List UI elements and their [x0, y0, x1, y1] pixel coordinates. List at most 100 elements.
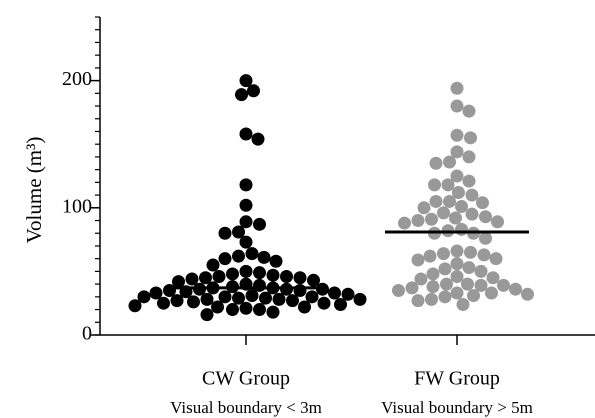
data-point	[251, 132, 265, 146]
data-point	[425, 212, 438, 226]
data-point	[476, 196, 489, 210]
data-point	[280, 269, 293, 283]
data-point	[239, 74, 253, 88]
data-point	[218, 226, 232, 240]
data-point	[464, 245, 477, 259]
data-point	[398, 216, 411, 230]
x-subtitle: Visual boundary < 3m	[170, 398, 322, 417]
data-point	[266, 268, 280, 282]
data-point	[443, 155, 456, 169]
data-point	[428, 178, 441, 192]
data-point	[423, 249, 437, 263]
data-point	[253, 266, 266, 280]
data-point	[440, 277, 453, 291]
data-point	[452, 186, 465, 200]
data-point	[462, 261, 476, 275]
x-tick-label: FW Group	[414, 368, 500, 390]
data-point	[411, 214, 425, 228]
data-point	[286, 294, 299, 308]
data-point	[211, 300, 224, 314]
data-point	[187, 295, 200, 309]
data-point	[450, 257, 464, 271]
data-point	[232, 249, 245, 263]
data-point	[328, 286, 341, 300]
data-point	[317, 296, 331, 310]
data-point	[226, 303, 239, 317]
data-point	[218, 290, 232, 304]
data-point	[128, 299, 142, 313]
data-point	[414, 272, 428, 286]
data-point	[305, 290, 319, 304]
data-point	[239, 178, 253, 192]
data-point	[239, 198, 253, 212]
data-point	[417, 201, 431, 215]
data-point	[392, 283, 405, 297]
data-point	[185, 272, 199, 286]
data-point	[245, 289, 259, 303]
data-point	[239, 127, 253, 141]
data-point	[341, 287, 355, 301]
data-point	[437, 206, 450, 220]
data-point	[450, 244, 464, 258]
data-point	[353, 292, 367, 306]
data-point	[461, 277, 474, 291]
data-point	[245, 247, 259, 261]
data-point	[464, 131, 477, 145]
data-point	[477, 248, 491, 262]
data-point	[137, 290, 151, 304]
data-point	[462, 174, 476, 188]
data-point	[455, 200, 468, 214]
data-point	[474, 278, 488, 292]
data-point	[298, 300, 311, 314]
x-subtitle: Visual boundary > 5m	[381, 398, 533, 417]
data-point	[163, 283, 176, 297]
y-axis-label: Volume (m³)	[22, 137, 46, 244]
data-point	[443, 194, 456, 208]
data-point	[491, 215, 504, 229]
data-point	[259, 291, 272, 305]
data-point	[426, 280, 440, 294]
data-point	[509, 282, 522, 296]
data-point	[462, 150, 476, 164]
data-point	[307, 273, 320, 287]
data-point	[411, 294, 425, 308]
data-point	[429, 194, 443, 208]
data-point	[334, 297, 347, 311]
data-point	[239, 215, 253, 229]
data-point	[172, 275, 185, 289]
data-point	[462, 104, 476, 118]
data-point	[247, 84, 260, 98]
data-point	[253, 303, 266, 317]
data-point	[441, 178, 455, 192]
data-point	[438, 262, 452, 276]
data-point	[479, 210, 492, 224]
data-point	[232, 225, 245, 239]
data-point	[149, 286, 163, 300]
data-point	[157, 296, 170, 310]
data-point	[200, 292, 214, 306]
data-point	[226, 267, 239, 281]
data-point	[206, 258, 220, 272]
data-point	[485, 286, 498, 300]
data-point	[455, 222, 468, 236]
data-point	[450, 81, 464, 95]
y-tick-label: 0	[82, 323, 92, 345]
data-point	[239, 301, 253, 315]
y-tick-label: 100	[62, 195, 92, 217]
data-point	[456, 297, 470, 311]
data-point	[218, 252, 232, 266]
data-point	[489, 252, 503, 266]
data-point	[467, 289, 480, 303]
data-point	[269, 254, 283, 268]
data-point	[405, 281, 419, 295]
data-point	[239, 264, 253, 278]
data-point	[426, 267, 440, 281]
data-point	[486, 271, 500, 285]
data-point	[479, 231, 492, 245]
data-point	[521, 287, 534, 301]
data-point	[266, 305, 280, 319]
data-point	[199, 271, 212, 285]
data-point	[438, 290, 452, 304]
y-tick-label: 200	[62, 68, 92, 90]
